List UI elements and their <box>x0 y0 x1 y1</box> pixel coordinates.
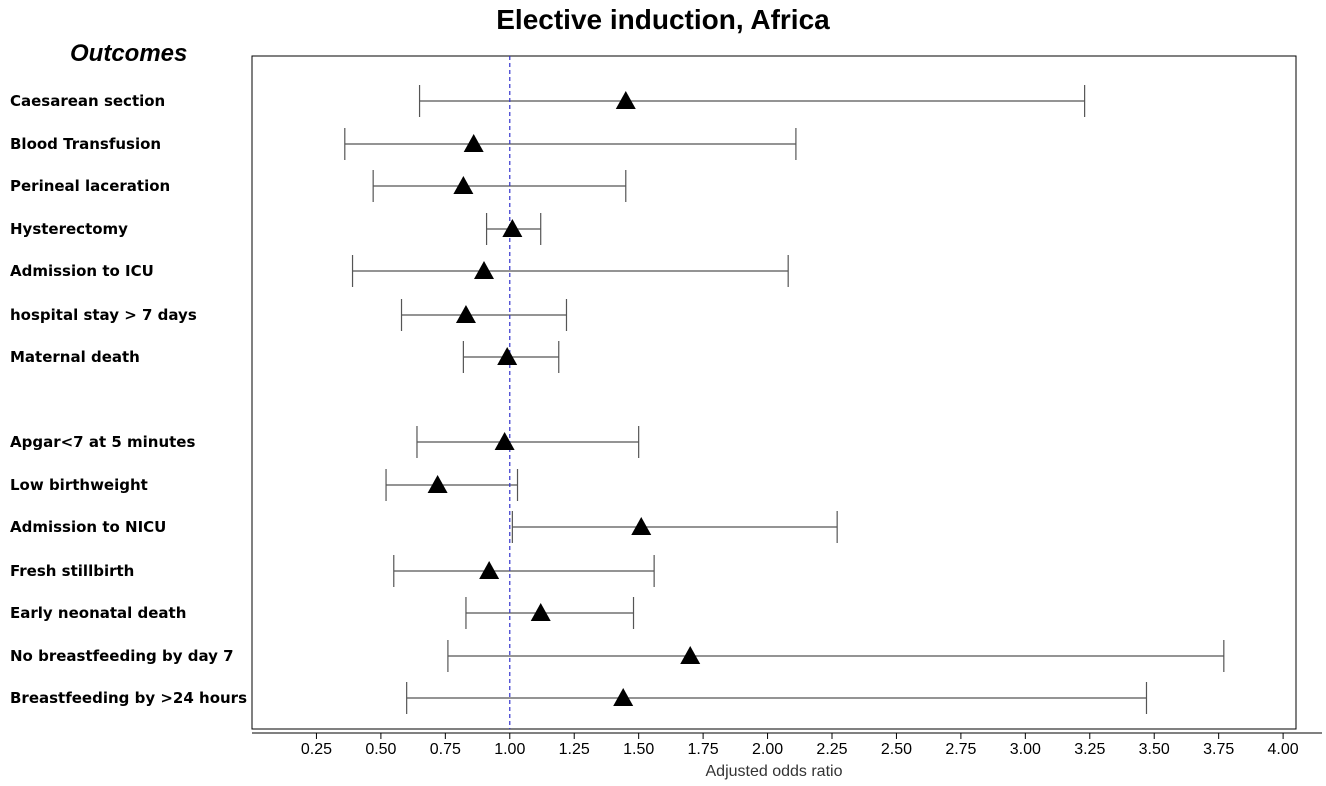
x-tick-label: 0.50 <box>365 741 396 758</box>
estimate-triangle-marker <box>497 347 518 365</box>
x-tick-label: 4.00 <box>1268 741 1299 758</box>
outcome-label: Caesarean section <box>10 92 165 110</box>
x-tick-label: 0.25 <box>301 741 332 758</box>
outcome-rows: Caesarean section Blood Transfusion Perine… <box>10 85 1225 714</box>
estimate-triangle-marker <box>530 603 551 621</box>
estimate-triangle-marker <box>455 305 476 323</box>
x-tick-label: 2.25 <box>816 741 847 758</box>
x-tick-label: 1.25 <box>559 741 590 758</box>
outcome-label: No breastfeeding by day 7 <box>10 647 234 665</box>
outcome-label: Perineal laceration <box>10 177 170 195</box>
x-tick-label: 0.75 <box>430 741 461 758</box>
outcome-label: Breastfeeding by >24 hours <box>10 689 247 707</box>
x-tick-label: 2.00 <box>752 741 783 758</box>
outcome-label: Hysterectomy <box>10 220 128 238</box>
estimate-triangle-marker <box>502 219 523 237</box>
outcome-label: Admission to NICU <box>10 518 166 536</box>
x-tick-label: 1.75 <box>688 741 719 758</box>
estimate-triangle-marker <box>463 134 484 152</box>
x-axis-ticks: 0.25 0.50 0.75 1.00 1.25 1.50 1.75 2.00 2.25 2.50… <box>301 733 1299 758</box>
outcome-label: Maternal death <box>10 348 140 366</box>
x-tick-label: 1.00 <box>494 741 525 758</box>
outcome-label: Blood Transfusion <box>10 135 161 153</box>
estimate-triangle-marker <box>615 91 636 109</box>
estimate-triangle-marker <box>453 176 474 194</box>
estimate-triangle-marker <box>427 475 448 493</box>
x-tick-label: 3.00 <box>1010 741 1041 758</box>
x-axis-label: Adjusted odds ratio <box>705 763 843 780</box>
x-tick-label: 2.75 <box>945 741 976 758</box>
estimate-triangle-marker <box>613 688 634 706</box>
estimate-triangle-marker <box>474 261 494 279</box>
x-tick-label: 3.50 <box>1139 741 1170 758</box>
outcome-label: Fresh stillbirth <box>10 562 134 580</box>
estimate-triangle-marker <box>479 561 500 579</box>
plot-frame <box>251 55 1297 730</box>
x-tick-label: 3.25 <box>1074 741 1105 758</box>
x-tick-label: 1.50 <box>623 741 654 758</box>
outcome-label: Apgar<7 at 5 minutes <box>10 433 195 451</box>
estimate-triangle-marker <box>494 432 515 450</box>
estimate-triangle-marker <box>631 517 652 535</box>
outcome-label: Admission to ICU <box>10 262 154 280</box>
outcome-label: hospital stay > 7 days <box>10 306 197 324</box>
outcome-label: Early neonatal death <box>10 604 186 622</box>
x-tick-label: 3.75 <box>1203 741 1234 758</box>
outcome-label: Low birthweight <box>10 476 148 494</box>
x-tick-label: 2.50 <box>881 741 912 758</box>
outcomes-heading: Outcomes <box>70 40 188 67</box>
estimate-triangle-marker <box>680 646 701 664</box>
chart-title: Elective induction, Africa <box>496 4 830 35</box>
estimate-markers <box>427 91 701 706</box>
